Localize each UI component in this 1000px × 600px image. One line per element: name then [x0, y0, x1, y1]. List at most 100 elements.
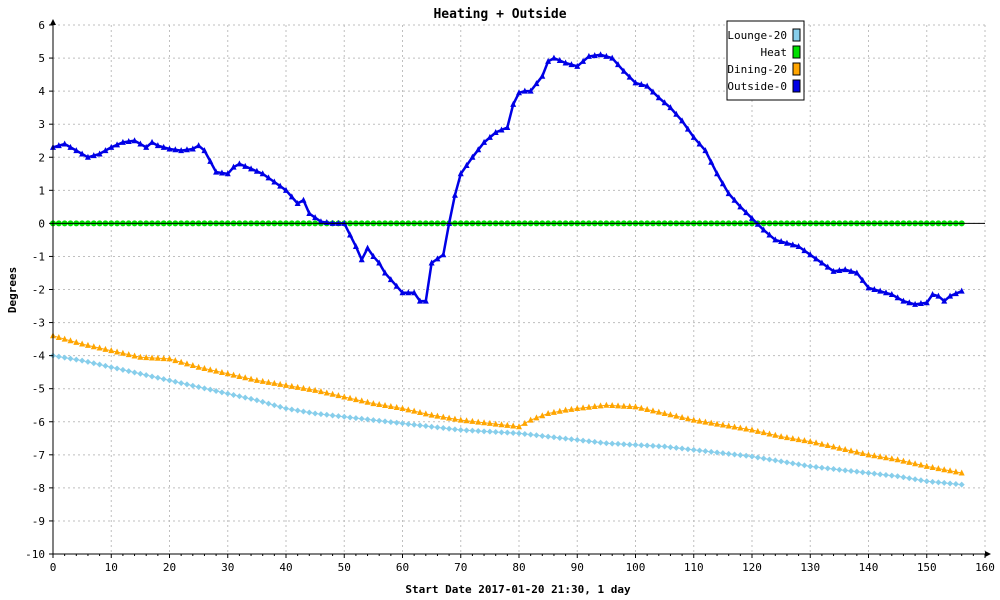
lounge-20-point — [55, 353, 62, 360]
dining-20-point — [230, 371, 237, 378]
dining-20-point — [364, 398, 371, 405]
dining-20-point — [684, 415, 691, 422]
outside-0-point — [620, 67, 627, 74]
outside-0-point — [545, 57, 552, 64]
lounge-20-point — [644, 442, 651, 449]
lounge-20-point — [492, 428, 499, 435]
dining-20-point — [725, 422, 732, 429]
dining-20-point — [504, 421, 511, 428]
legend-swatch — [792, 79, 801, 93]
outside-0-point — [405, 289, 412, 296]
outside-0-point — [603, 52, 610, 59]
lounge-20-point — [550, 434, 557, 441]
lounge-20-point — [620, 441, 627, 448]
dining-20-point — [61, 335, 68, 342]
lounge-20-point — [306, 409, 313, 416]
outside-0-point — [288, 193, 295, 200]
outside-0-point — [149, 138, 156, 145]
lounge-20-point — [952, 481, 959, 488]
y-tick-label: 3 — [38, 118, 45, 131]
lounge-20-point — [201, 385, 208, 392]
dining-20-point — [463, 417, 470, 424]
y-tick-label: -2 — [32, 284, 45, 297]
lounge-20-point — [294, 407, 301, 414]
lounge-20-point — [714, 449, 721, 456]
dining-20-point — [207, 366, 214, 373]
lounge-20-point — [562, 435, 569, 442]
dining-20-point — [760, 429, 767, 436]
dining-20-point — [923, 462, 930, 469]
dining-20-point — [556, 407, 563, 414]
lounge-20-point — [690, 446, 697, 453]
dining-20-point — [871, 452, 878, 459]
lounge-20-point — [224, 390, 231, 397]
outside-0-point — [929, 290, 936, 297]
outside-0-point — [947, 292, 954, 299]
dining-20-point — [84, 341, 91, 348]
x-axis-arrow — [985, 551, 991, 557]
dining-20-point — [550, 408, 557, 415]
lounge-20-point — [760, 455, 767, 462]
outside-0-point — [399, 289, 406, 296]
dining-20-point — [329, 390, 336, 397]
dining-20-point — [947, 467, 954, 474]
dining-20-point — [189, 362, 196, 369]
dining-20-point — [935, 465, 942, 472]
outside-0-point — [859, 276, 866, 283]
dining-20-point — [533, 414, 540, 421]
lounge-20-point — [958, 481, 965, 488]
dining-20-point — [283, 381, 289, 388]
dining-20-point — [90, 343, 97, 350]
legend-box — [726, 20, 805, 101]
lounge-20-point — [317, 411, 324, 418]
outside-0-point — [539, 72, 546, 79]
lounge-20-point — [894, 473, 901, 480]
dining-20-point — [562, 406, 569, 413]
lounge-20-point — [358, 415, 365, 422]
lounge-20-point — [154, 374, 161, 381]
outside-0-point — [172, 146, 179, 153]
outside-0-point — [719, 180, 726, 187]
outside-0-point — [463, 162, 470, 169]
x-tick-label: 0 — [50, 561, 57, 574]
lounge-20-point — [189, 382, 196, 389]
lounge-20-point — [300, 408, 307, 415]
lounge-20-point — [376, 417, 383, 424]
lounge-20-point — [393, 419, 400, 426]
dining-20-point — [917, 461, 924, 468]
y-tick-label: 4 — [38, 85, 45, 98]
dining-20-point — [451, 415, 458, 422]
lounge-20-point — [481, 428, 488, 435]
lounge-20-point — [446, 425, 453, 432]
outside-0-point — [370, 252, 377, 259]
lounge-20-point — [545, 433, 552, 440]
lounge-20-point — [347, 414, 354, 421]
dining-20-point — [387, 403, 394, 410]
lounge-20-point — [568, 436, 575, 443]
lounge-20-point — [96, 361, 103, 368]
dining-20-point — [661, 409, 668, 416]
dining-20-point — [498, 421, 505, 428]
dining-20-point — [271, 379, 278, 386]
lounge-20-point — [719, 450, 726, 457]
dining-20-point — [743, 425, 750, 432]
dining-20-point — [679, 413, 686, 420]
lounge-20-point — [131, 369, 138, 376]
lounge-20-point — [824, 465, 831, 472]
dining-20-point — [201, 365, 208, 372]
outside-0-point — [591, 52, 598, 59]
lounge-20-point — [230, 391, 237, 398]
dining-20-point — [486, 419, 493, 426]
lounge-20-point — [119, 366, 126, 373]
dining-20-point — [434, 412, 441, 419]
dining-20-point — [754, 427, 761, 434]
outside-0-point — [248, 165, 255, 172]
lounge-20-point — [923, 478, 930, 485]
y-tick-label: -6 — [32, 416, 45, 429]
dining-20-point — [160, 355, 167, 362]
lounge-20-point — [125, 368, 132, 375]
lounge-20-point — [434, 424, 441, 431]
lounge-20-point — [283, 405, 289, 412]
lounge-20-point — [288, 406, 295, 413]
